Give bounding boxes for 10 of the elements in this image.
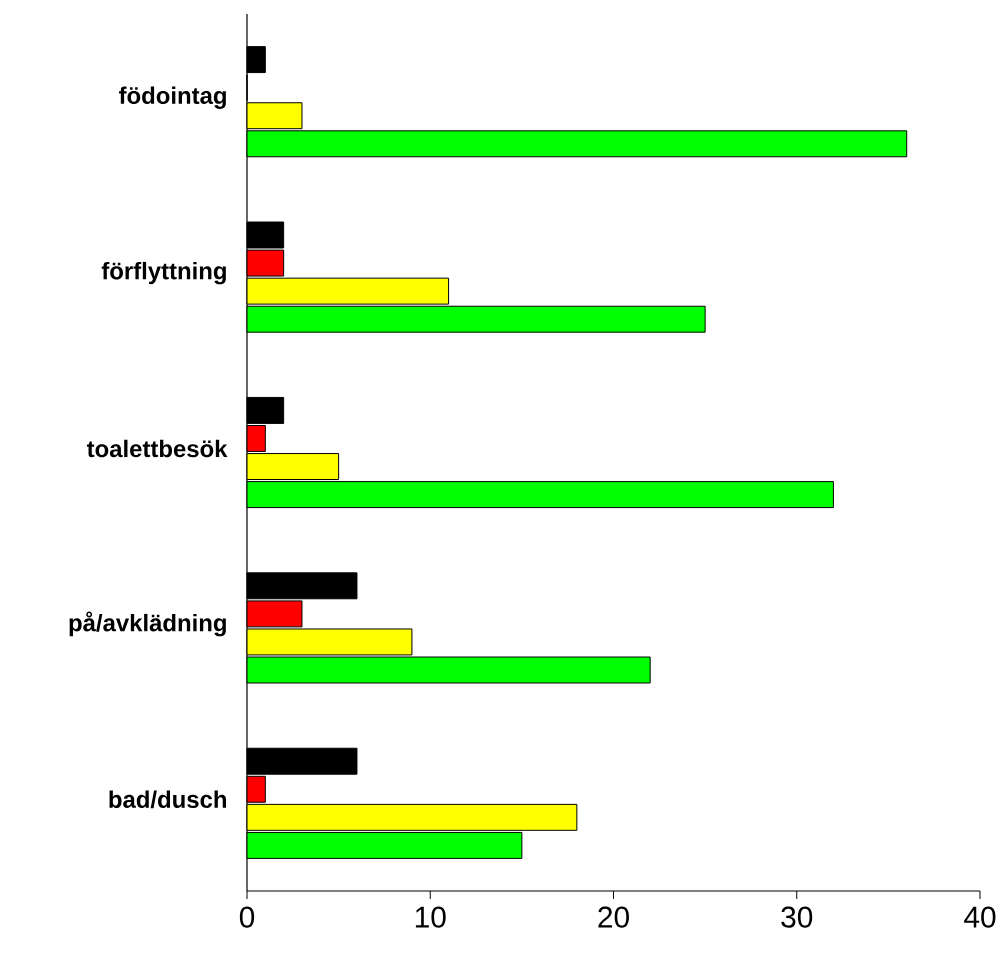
x-tick-label: 40 — [964, 906, 996, 928]
x-tick-label: 0 — [239, 906, 255, 928]
x-tick-label: 10 — [415, 906, 446, 928]
y-tick-label: bad/dusch — [109, 790, 227, 809]
y-tick-label: födointag — [118, 86, 226, 109]
y-tick-label: på/avklädning — [69, 611, 226, 637]
y-tick-label: toalettbesök — [86, 439, 228, 458]
x-tick-label: 20 — [598, 906, 629, 928]
x-tick-label: 30 — [781, 906, 813, 928]
y-tick-label: förflyttning — [101, 261, 226, 285]
